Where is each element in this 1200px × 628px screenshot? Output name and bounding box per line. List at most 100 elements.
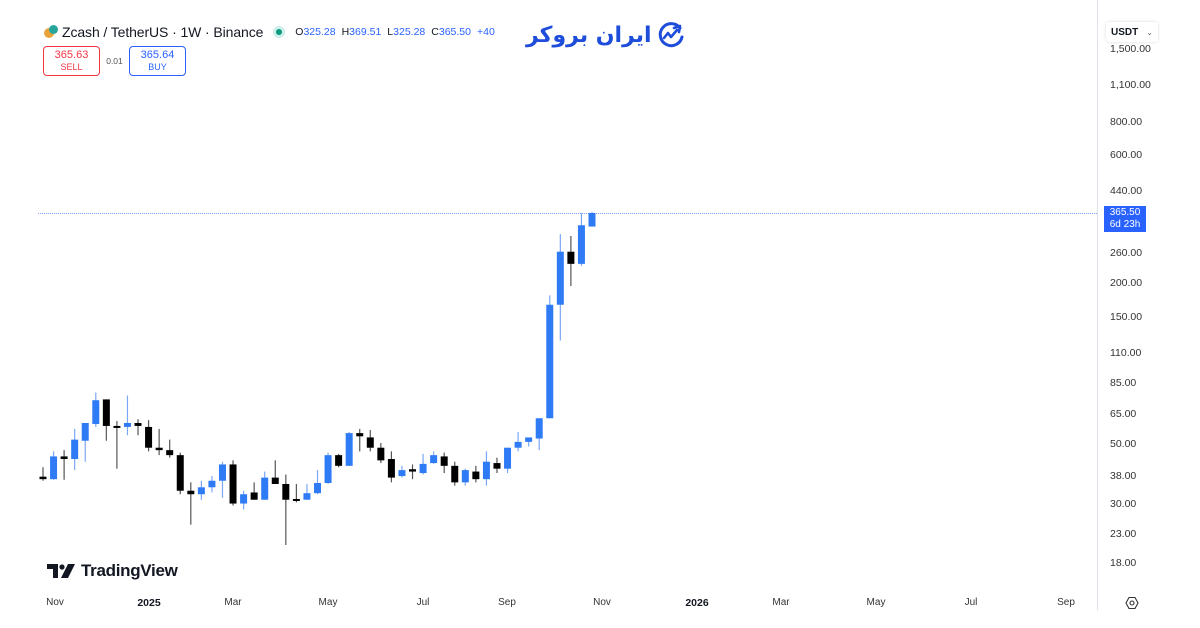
candle xyxy=(461,468,469,486)
sell-label: SELL xyxy=(60,62,83,72)
candle xyxy=(208,476,216,493)
price-tick: 150.00 xyxy=(1110,310,1143,323)
candle xyxy=(271,460,279,484)
candle xyxy=(39,467,47,481)
candle xyxy=(546,295,554,419)
sell-button[interactable]: 365.63 SELL xyxy=(43,46,100,76)
candle xyxy=(50,451,58,480)
candle xyxy=(472,465,480,483)
time-tick: Jul xyxy=(416,597,430,608)
time-tick: Mar xyxy=(772,597,790,608)
price-tick: 110.00 xyxy=(1110,346,1142,359)
candle xyxy=(514,432,522,452)
candle xyxy=(419,453,427,475)
chart-pane[interactable] xyxy=(0,0,1097,590)
time-tick: Mar xyxy=(224,597,242,608)
candle xyxy=(155,428,163,456)
ohlc-values: O325.28 H369.51 L325.28 C365.50 +40 xyxy=(295,26,495,38)
time-tick: 2026 xyxy=(685,597,709,609)
candle xyxy=(303,483,311,500)
price-tick: 65.00 xyxy=(1110,407,1137,420)
candle xyxy=(102,399,110,441)
price-tick: 1,500.00 xyxy=(1110,42,1151,55)
candle xyxy=(60,450,68,480)
candle xyxy=(71,428,79,471)
buy-button[interactable]: 365.64 BUY xyxy=(129,46,186,76)
candle xyxy=(218,461,226,498)
candle xyxy=(335,453,343,468)
candle xyxy=(314,470,321,495)
price-tick: 800.00 xyxy=(1110,116,1143,128)
bar-countdown: 6d 23h xyxy=(1109,219,1141,230)
price-tick: 30.00 xyxy=(1110,497,1137,510)
candle xyxy=(345,432,353,466)
iranbroker-logo-icon xyxy=(658,22,684,48)
sell-price: 365.63 xyxy=(54,49,89,61)
time-tick: Sep xyxy=(1057,597,1075,608)
price-tick: 440.00 xyxy=(1110,185,1143,198)
time-tick: Nov xyxy=(46,597,64,608)
candlestick-series xyxy=(39,211,596,545)
candle xyxy=(588,211,596,227)
price-axis-border xyxy=(1097,0,1098,610)
candle xyxy=(504,447,512,474)
last-price-value: 365.50 xyxy=(1109,207,1141,218)
candle xyxy=(92,392,100,427)
candle xyxy=(166,439,174,458)
settings-icon[interactable] xyxy=(1125,596,1139,610)
buy-label: BUY xyxy=(148,62,167,72)
high-value: 369.51 xyxy=(349,26,382,38)
candle xyxy=(440,452,448,474)
candle xyxy=(430,451,438,464)
last-price-tag: 365.50 6d 23h xyxy=(1104,206,1146,232)
chevron-down-icon: ⌄ xyxy=(1146,27,1153,37)
tradingview-watermark[interactable]: TradingView xyxy=(47,561,178,581)
open-label: O xyxy=(295,26,304,38)
price-tick: 50.00 xyxy=(1110,438,1137,451)
price-tick: 23.00 xyxy=(1110,528,1137,541)
price-tick: 600.00 xyxy=(1110,149,1143,162)
currency-dropdown[interactable]: USDT ⌄ xyxy=(1106,22,1158,42)
buy-price: 365.64 xyxy=(140,49,175,61)
candle xyxy=(398,465,406,478)
legend-header: Zcash / TetherUS · 1W · Binance O325.28 … xyxy=(44,22,495,42)
spread-value: 0.01 xyxy=(106,56,123,66)
time-tick: May xyxy=(318,597,338,608)
candle xyxy=(292,483,300,503)
last-price-line xyxy=(38,213,1097,214)
price-tick: 200.00 xyxy=(1110,277,1143,290)
high-label: H xyxy=(341,26,350,38)
candle xyxy=(197,480,205,500)
candle xyxy=(229,460,237,506)
time-tick: May xyxy=(866,597,886,608)
candle xyxy=(113,421,121,469)
time-tick: Jul xyxy=(964,597,978,608)
candle xyxy=(134,419,142,436)
change-value: +40 xyxy=(476,26,495,38)
candle xyxy=(387,451,395,483)
candle xyxy=(577,213,585,266)
price-tick: 38.00 xyxy=(1110,470,1137,483)
open-value: 325.28 xyxy=(303,26,336,38)
candle xyxy=(366,429,374,452)
tradingview-text: TradingView xyxy=(81,561,178,580)
candle xyxy=(250,482,258,500)
candle xyxy=(377,443,385,464)
candle xyxy=(535,418,543,451)
candle xyxy=(493,457,501,474)
candle xyxy=(525,437,533,447)
time-tick: 2025 xyxy=(137,597,161,609)
zcash-coin-icon xyxy=(44,25,58,39)
low-label: L xyxy=(387,26,394,38)
candle xyxy=(187,482,195,525)
time-tick: Nov xyxy=(593,597,611,608)
candle xyxy=(409,464,417,480)
price-tick: 18.00 xyxy=(1110,556,1137,569)
candle xyxy=(482,451,490,486)
low-value: 325.28 xyxy=(393,26,426,38)
candle xyxy=(240,490,248,510)
iranbroker-brand: ایران بروکر xyxy=(526,20,686,50)
candle xyxy=(176,452,184,495)
symbol-title[interactable]: Zcash / TetherUS · 1W · Binance xyxy=(62,24,264,40)
candle xyxy=(567,235,575,287)
